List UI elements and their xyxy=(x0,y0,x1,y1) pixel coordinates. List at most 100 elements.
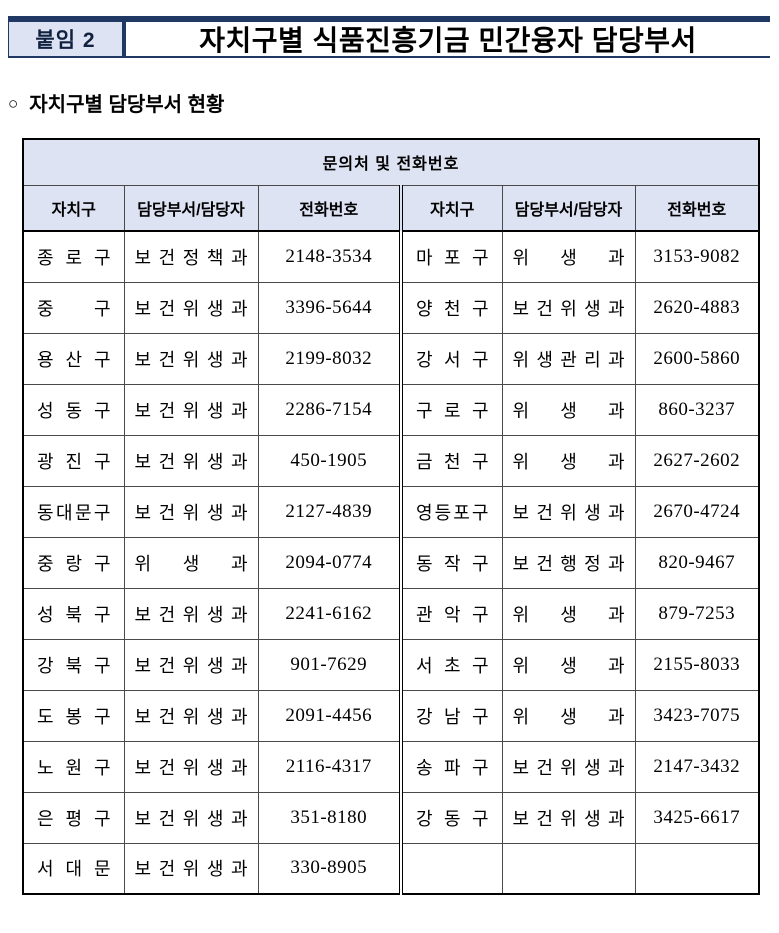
cell-phone-right: 2155-8033 xyxy=(634,638,760,691)
table-caption-row: 문의처 및 전화번호 xyxy=(22,138,760,186)
cell-phone-left: 2116-4317 xyxy=(257,740,402,793)
col-header-district-right: 자치구 xyxy=(399,184,503,232)
cell-phone-right: 2600-5860 xyxy=(634,332,760,385)
cell-phone-right: 879-7253 xyxy=(634,587,760,640)
departments-table: 문의처 및 전화번호 자치구 담당부서/담당자 전화번호 자치구 담당부서/담당… xyxy=(22,138,760,895)
circle-bullet-icon: ○ xyxy=(8,94,19,113)
cell-phone-right: 2627-2602 xyxy=(634,434,760,487)
attachment-header: 붙임 2 자치구별 식품진흥기금 민간융자 담당부서 xyxy=(8,16,770,58)
col-header-dept-left: 담당부서/담당자 xyxy=(123,184,259,232)
cell-dept-right xyxy=(501,842,636,895)
cell-phone-right: 860-3237 xyxy=(634,383,760,436)
cell-phone-right: 2147-3432 xyxy=(634,740,760,793)
cell-phone-right: 2620-4883 xyxy=(634,281,760,334)
page-title: 자치구별 식품진흥기금 민간융자 담당부서 xyxy=(199,25,697,56)
cell-phone-left: 351-8180 xyxy=(257,791,402,844)
cell-phone-left: 2148-3534 xyxy=(257,230,402,283)
col-header-phone-left: 전화번호 xyxy=(257,184,402,232)
col-header-dept-right: 담당부서/담당자 xyxy=(501,184,636,232)
cell-phone-left: 2127-4839 xyxy=(257,485,402,538)
cell-district-right xyxy=(399,842,503,895)
cell-phone-left: 3396-5644 xyxy=(257,281,402,334)
cell-phone-left: 2286-7154 xyxy=(257,383,402,436)
cell-phone-right: 820-9467 xyxy=(634,536,760,589)
cell-phone-right: 3153-9082 xyxy=(634,230,760,283)
col-header-district-left: 자치구 xyxy=(22,184,125,232)
cell-phone-right: 3425-6617 xyxy=(634,791,760,844)
cell-phone-left: 2241-6162 xyxy=(257,587,402,640)
table-header-row: 자치구 담당부서/담당자 전화번호 자치구 담당부서/담당자 전화번호 xyxy=(22,184,760,232)
section-heading: ○ 자치구별 담당부서 현황 xyxy=(8,88,771,117)
cell-phone-left: 2199-8032 xyxy=(257,332,402,385)
cell-phone-left: 901-7629 xyxy=(257,638,402,691)
col-header-phone-right: 전화번호 xyxy=(634,184,760,232)
table-caption: 문의처 및 전화번호 xyxy=(22,138,760,186)
cell-phone-right xyxy=(634,842,760,895)
cell-phone-left: 2094-0774 xyxy=(257,536,402,589)
attachment-badge: 붙임 2 xyxy=(8,22,122,56)
badge-divider xyxy=(122,22,126,56)
cell-phone-right: 2670-4724 xyxy=(634,485,760,538)
